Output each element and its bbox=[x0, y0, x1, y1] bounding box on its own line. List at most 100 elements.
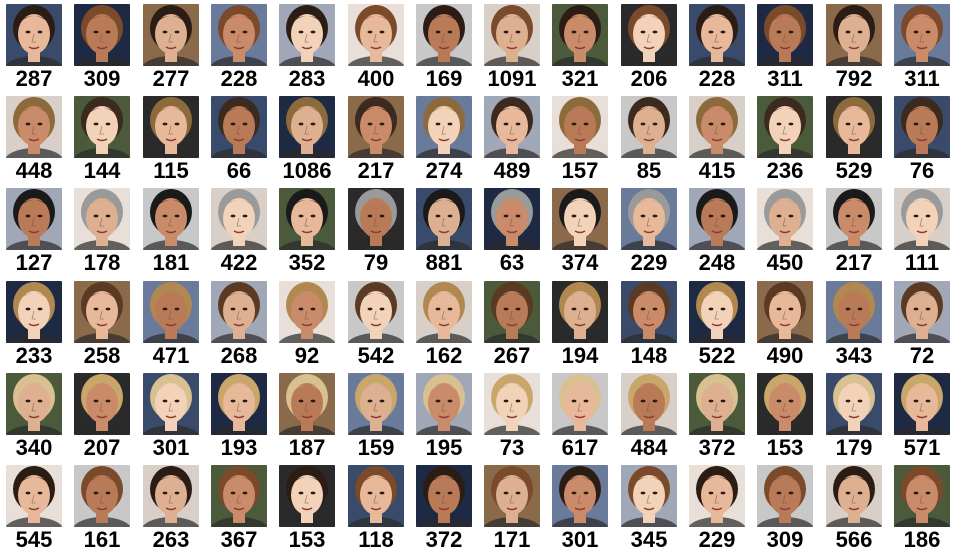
face-cell: 881 bbox=[410, 184, 478, 276]
face-cell: 248 bbox=[683, 184, 751, 276]
face-cell: 85 bbox=[615, 92, 683, 184]
face-label: 267 bbox=[493, 343, 531, 368]
face-cell: 187 bbox=[273, 369, 341, 461]
face-cell: 194 bbox=[546, 277, 614, 369]
face-cell: 206 bbox=[615, 0, 683, 92]
face-label: 274 bbox=[425, 158, 463, 183]
face-cell: 236 bbox=[751, 92, 819, 184]
face-label: 169 bbox=[425, 66, 463, 91]
face-thumbnail bbox=[757, 96, 813, 158]
face-label: 881 bbox=[425, 250, 463, 275]
face-label: 236 bbox=[766, 158, 804, 183]
face-label: 489 bbox=[493, 158, 531, 183]
face-label: 490 bbox=[766, 343, 804, 368]
face-thumbnail bbox=[757, 4, 813, 66]
face-cell: 263 bbox=[137, 461, 205, 553]
face-cell: 400 bbox=[342, 0, 410, 92]
face-thumbnail bbox=[279, 373, 335, 435]
face-cell: 229 bbox=[615, 184, 683, 276]
face-thumbnail bbox=[689, 96, 745, 158]
face-thumbnail bbox=[484, 465, 540, 527]
face-thumbnail bbox=[484, 373, 540, 435]
face-cell: 484 bbox=[615, 369, 683, 461]
face-cell: 522 bbox=[683, 277, 751, 369]
face-cell: 157 bbox=[546, 92, 614, 184]
face-label: 283 bbox=[288, 66, 326, 91]
face-thumbnail bbox=[621, 96, 677, 158]
face-label: 153 bbox=[766, 435, 804, 460]
face-cell: 72 bbox=[888, 277, 956, 369]
face-label: 127 bbox=[15, 250, 53, 275]
face-cell: 367 bbox=[205, 461, 273, 553]
face-label: 309 bbox=[766, 527, 804, 552]
face-label: 566 bbox=[835, 527, 873, 552]
face-label: 448 bbox=[15, 158, 53, 183]
face-label: 340 bbox=[15, 435, 53, 460]
face-cell: 340 bbox=[0, 369, 68, 461]
face-label: 118 bbox=[358, 527, 394, 552]
face-label: 529 bbox=[835, 158, 873, 183]
face-cell: 450 bbox=[751, 184, 819, 276]
face-label: 343 bbox=[835, 343, 873, 368]
face-label: 415 bbox=[698, 158, 736, 183]
face-label: 63 bbox=[499, 250, 525, 275]
face-label: 542 bbox=[357, 343, 395, 368]
face-label: 159 bbox=[357, 435, 395, 460]
face-cell: 115 bbox=[137, 92, 205, 184]
face-thumbnail bbox=[143, 465, 199, 527]
face-thumbnail bbox=[143, 96, 199, 158]
face-thumbnail bbox=[74, 465, 130, 527]
face-thumbnail bbox=[826, 465, 882, 527]
face-thumbnail bbox=[621, 281, 677, 343]
face-thumbnail bbox=[143, 188, 199, 250]
face-label: 301 bbox=[152, 435, 190, 460]
face-label: 471 bbox=[152, 343, 190, 368]
face-thumbnail bbox=[6, 4, 62, 66]
face-cell: 471 bbox=[137, 277, 205, 369]
face-label: 268 bbox=[220, 343, 258, 368]
face-thumbnail bbox=[552, 188, 608, 250]
face-cell: 345 bbox=[615, 461, 683, 553]
face-thumbnail bbox=[552, 96, 608, 158]
face-label: 76 bbox=[909, 158, 935, 183]
face-cell: 178 bbox=[68, 184, 136, 276]
face-cell: 287 bbox=[0, 0, 68, 92]
face-thumbnail bbox=[143, 373, 199, 435]
face-label: 66 bbox=[226, 158, 252, 183]
face-thumbnail bbox=[826, 281, 882, 343]
face-thumbnail bbox=[211, 188, 267, 250]
face-label: 73 bbox=[499, 435, 525, 460]
face-thumbnail bbox=[348, 188, 404, 250]
face-label: 85 bbox=[636, 158, 662, 183]
face-label: 301 bbox=[561, 527, 599, 552]
face-cell: 311 bbox=[751, 0, 819, 92]
face-thumbnail bbox=[689, 373, 745, 435]
face-label: 1086 bbox=[282, 158, 332, 183]
face-thumbnail bbox=[348, 373, 404, 435]
face-cell: 352 bbox=[273, 184, 341, 276]
face-cell: 283 bbox=[273, 0, 341, 92]
face-label: 229 bbox=[698, 527, 736, 552]
face-thumbnail bbox=[211, 96, 267, 158]
face-label: 157 bbox=[561, 158, 599, 183]
face-thumbnail bbox=[348, 465, 404, 527]
face-label: 248 bbox=[698, 250, 736, 275]
face-cell: 448 bbox=[0, 92, 68, 184]
face-cell: 274 bbox=[410, 92, 478, 184]
face-label: 792 bbox=[835, 66, 873, 91]
face-thumbnail bbox=[689, 465, 745, 527]
face-label: 263 bbox=[152, 527, 190, 552]
face-thumbnail bbox=[416, 4, 472, 66]
face-label: 171 bbox=[493, 527, 531, 552]
face-cell: 542 bbox=[342, 277, 410, 369]
face-label: 258 bbox=[83, 343, 121, 368]
face-thumbnail bbox=[894, 188, 950, 250]
face-thumbnail bbox=[416, 373, 472, 435]
face-cell: 490 bbox=[751, 277, 819, 369]
face-thumbnail bbox=[757, 188, 813, 250]
face-cell: 311 bbox=[888, 0, 956, 92]
face-label: 153 bbox=[288, 527, 326, 552]
face-label: 345 bbox=[630, 527, 668, 552]
face-label: 217 bbox=[835, 250, 873, 275]
